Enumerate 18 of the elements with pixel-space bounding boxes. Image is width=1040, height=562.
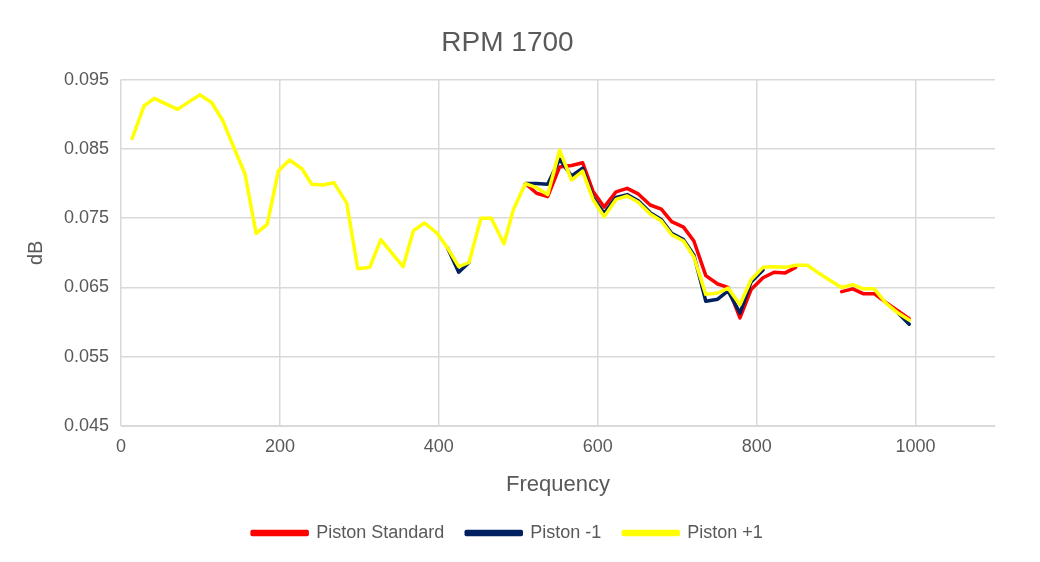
legend-label: Piston -1 xyxy=(530,521,602,542)
y-tick-label: 0.055 xyxy=(64,345,110,366)
x-tick-label: 600 xyxy=(582,435,613,456)
y-tick-label: 0.085 xyxy=(64,137,110,158)
legend-label: Piston Standard xyxy=(316,521,445,542)
x-tick-label: 0 xyxy=(116,435,127,456)
chart-title: RPM 1700 xyxy=(441,25,574,57)
y-tick-label: 0.065 xyxy=(64,276,110,297)
y-tick-label: 0.095 xyxy=(64,68,110,89)
x-axis-title: Frequency xyxy=(506,470,610,496)
x-tick-label: 200 xyxy=(264,435,295,456)
y-tick-label: 0.045 xyxy=(64,414,110,435)
x-tick-label: 800 xyxy=(741,435,772,456)
y-tick-label: 0.075 xyxy=(64,207,110,228)
legend-label: Piston +1 xyxy=(687,521,763,542)
x-tick-label: 1000 xyxy=(895,435,936,456)
y-axis-title: dB xyxy=(23,240,46,266)
x-tick-label: 400 xyxy=(423,435,454,456)
